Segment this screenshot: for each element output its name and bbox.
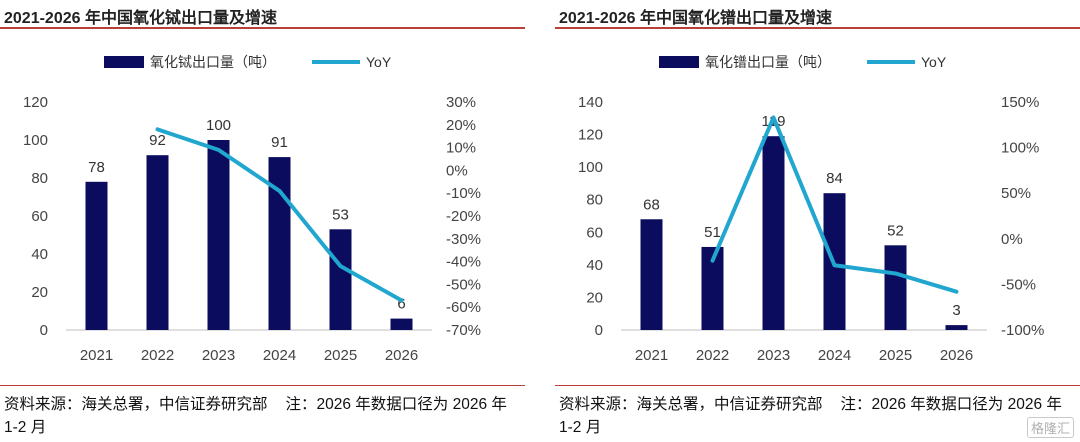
y-tick-label: 20 (586, 289, 603, 306)
source-rule (555, 385, 1080, 386)
chart-panel-terbium-oxide: 2021-2026 年中国氧化铽出口量及增速 氧化铽出口量（吨） YoY 0 20 40… (0, 0, 525, 442)
y-tick-label: 80 (31, 170, 48, 187)
y-tick-label: 20 (31, 284, 48, 301)
y2-tick-label: -30% (446, 231, 481, 248)
bar (884, 245, 907, 330)
y-tick-label: 60 (586, 224, 603, 241)
y2-tick-label: -20% (446, 208, 481, 225)
chart-title: 2021-2026 年中国氧化铽出口量及增速 (4, 10, 277, 27)
bar (85, 181, 108, 330)
source-note: 资料来源：海关总署，中信证券研究部 注：2026 年数据口径为 2026 年 1-… (4, 393, 524, 439)
legend-swatch-bar (104, 56, 144, 68)
bar-value-label: 3 (952, 302, 960, 319)
legend-label-line: YoY (921, 54, 947, 70)
y-tick-label: 0 (595, 322, 603, 339)
bar-value-label: 91 (271, 134, 288, 151)
y2-tick-label: 20% (446, 117, 476, 134)
bar-value-label: 78 (88, 159, 105, 176)
bar-value-label: 68 (643, 196, 660, 213)
watermark-logo: 格隆汇 (1026, 417, 1074, 438)
legend-label-bar: 氧化镨出口量（吨） (705, 54, 831, 70)
y2-tick-label: -60% (446, 299, 481, 316)
chart-panel-praseodymium-oxide: 2021-2026 年中国氧化镨出口量及增速 氧化镨出口量（吨） YoY 0 20 40… (555, 0, 1080, 442)
bar (945, 325, 968, 330)
y-tick-label: 40 (31, 246, 48, 263)
y2-tick-label: -100% (1001, 322, 1044, 339)
bar (207, 140, 230, 330)
x-tick-label: 2023 (202, 347, 235, 364)
source-note: 资料来源：海关总署，中信证券研究部 注：2026 年数据口径为 2026 年 1-… (559, 393, 1079, 439)
y-tick-label: 60 (31, 208, 48, 225)
x-tick-label: 2026 (940, 347, 973, 364)
y2-tick-label: 50% (1001, 185, 1031, 202)
y2-tick-label: -40% (446, 254, 481, 271)
y2-tick-label: -70% (446, 322, 481, 339)
legend: 氧化镨出口量（吨） YoY (659, 54, 947, 70)
x-tick-label: 2025 (324, 347, 357, 364)
y2-tick-label: -50% (1001, 276, 1036, 293)
y-tick-label: 100 (578, 159, 603, 176)
bar (268, 157, 291, 330)
title-rule (555, 27, 1080, 29)
bar (640, 219, 663, 330)
yoy-line (710, 115, 959, 294)
y-tick-label: 120 (578, 127, 603, 144)
x-tick-label: 2022 (696, 347, 729, 364)
bar (146, 155, 169, 330)
y2-tick-label: 10% (446, 140, 476, 157)
bar-value-label: 100 (206, 117, 231, 134)
source-text: 资料来源：海关总署，中信证券研究部 (559, 396, 823, 413)
bar (701, 246, 724, 330)
y-tick-label: 120 (23, 94, 48, 111)
bar (762, 136, 785, 330)
x-tick-label: 2026 (385, 347, 418, 364)
bar (329, 229, 352, 330)
y2-tick-label: -50% (446, 276, 481, 293)
x-tick-label: 2021 (80, 347, 113, 364)
chart-title: 2021-2026 年中国氧化镨出口量及增速 (559, 10, 832, 27)
bar-value-label: 92 (149, 132, 166, 149)
source-rule (0, 385, 525, 386)
bar-value-label: 6 (397, 296, 405, 313)
yoy-line (155, 127, 404, 303)
legend-swatch-bar (659, 56, 699, 68)
y-tick-label: 140 (578, 94, 603, 111)
y-tick-label: 40 (586, 257, 603, 274)
chart-terbium-oxide: 氧化铽出口量（吨） YoY 0 20 40 60 80 100 120 30% 20% 10% 0% -1… (23, 54, 481, 364)
x-tick-label: 2022 (141, 347, 174, 364)
x-tick-label: 2025 (879, 347, 912, 364)
bar-value-label: 53 (332, 206, 349, 223)
note-text: 注：2026 年数据口径为 2026 年 1-2 月 (559, 396, 1062, 436)
bar-value-label: 84 (826, 170, 843, 187)
bar-value-label: 52 (887, 222, 904, 239)
y2-tick-label: 30% (446, 94, 476, 111)
y-tick-label: 100 (23, 132, 48, 149)
legend-label-bar: 氧化铽出口量（吨） (150, 54, 276, 70)
bar-value-label: 51 (704, 224, 721, 241)
y-tick-label: 0 (40, 322, 48, 339)
y-tick-label: 80 (586, 192, 603, 209)
x-tick-label: 2024 (818, 347, 851, 364)
legend-label-line: YoY (366, 54, 392, 70)
y2-tick-label: 0% (1001, 231, 1023, 248)
legend: 氧化铽出口量（吨） YoY (104, 54, 392, 70)
bar (390, 318, 413, 330)
note-text: 注：2026 年数据口径为 2026 年 1-2 月 (4, 396, 507, 436)
x-tick-label: 2023 (757, 347, 790, 364)
title-rule (0, 27, 525, 29)
y2-tick-label: 0% (446, 162, 468, 179)
y2-tick-label: 100% (1001, 140, 1039, 157)
y2-tick-label: 150% (1001, 94, 1039, 111)
x-tick-label: 2024 (263, 347, 296, 364)
x-tick-label: 2021 (635, 347, 668, 364)
source-text: 资料来源：海关总署，中信证券研究部 (4, 396, 268, 413)
chart-praseodymium-oxide: 氧化镨出口量（吨） YoY 0 20 40 60 80 100 120 140 150% 100% 50… (578, 54, 1044, 364)
y2-tick-label: -10% (446, 185, 481, 202)
